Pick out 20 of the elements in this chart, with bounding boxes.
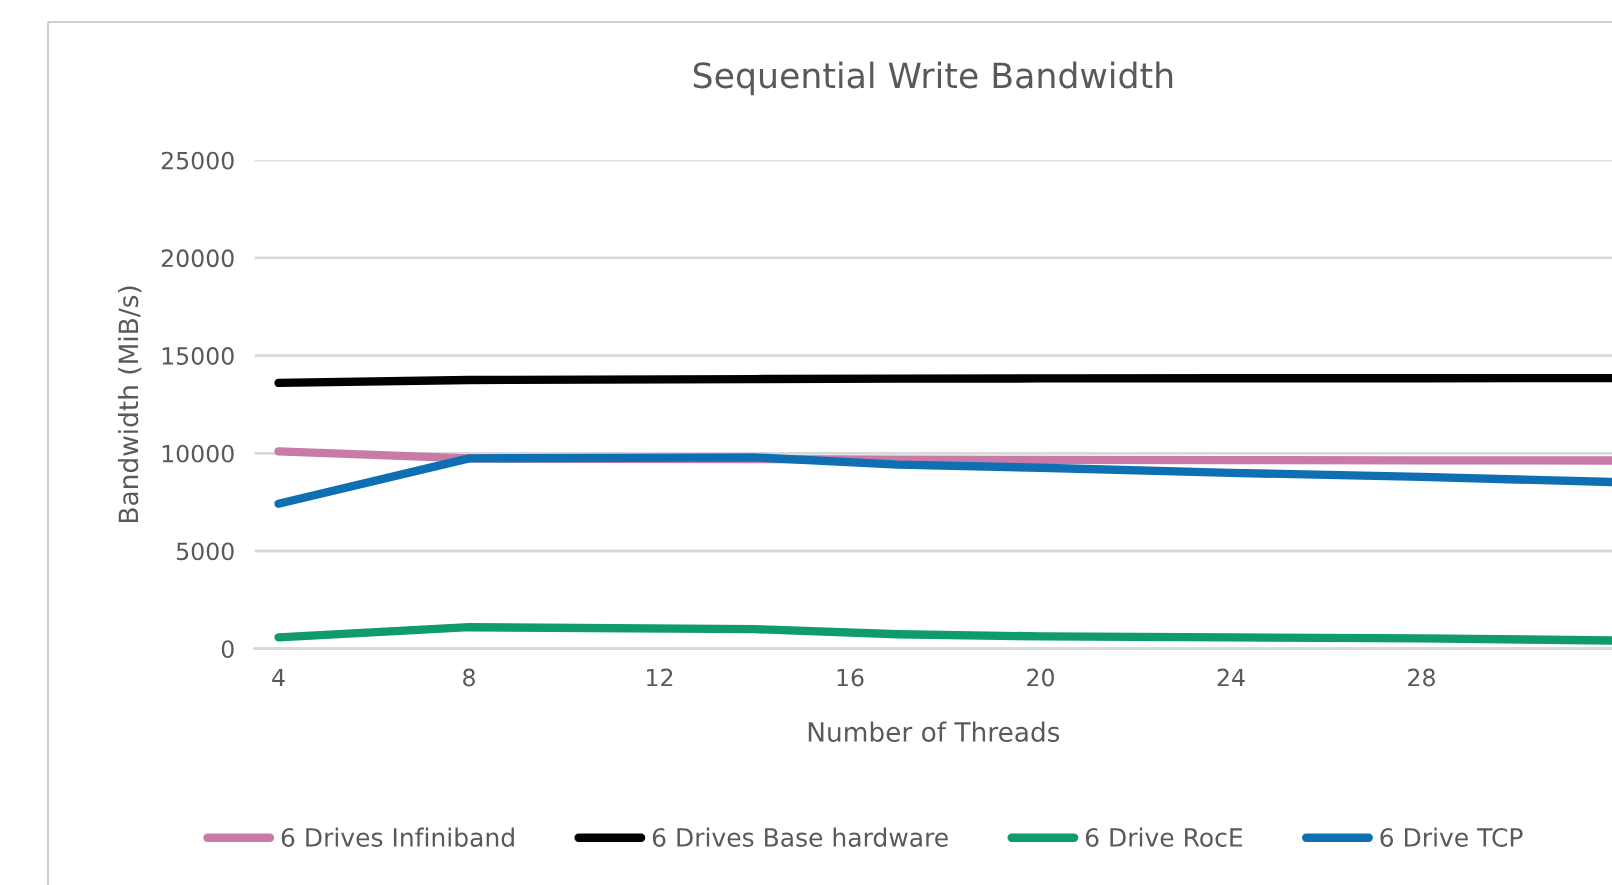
legend-label: 6 Drive TCP bbox=[1380, 827, 1523, 847]
chart-title: Sequential Write Bandwidth bbox=[693, 61, 1173, 96]
y-tick-label: 25000 bbox=[161, 151, 234, 170]
x-tick-label: 24 bbox=[1217, 668, 1245, 687]
x-tick-label: 12 bbox=[647, 668, 673, 687]
legend-label: 6 Drives Infiniband bbox=[281, 827, 514, 847]
y-tick-label: 20000 bbox=[161, 249, 234, 268]
y-axis-title: Bandwidth (MiB/s) bbox=[117, 286, 142, 523]
x-tick-label: 8 bbox=[463, 668, 475, 687]
y-tick-label: 15000 bbox=[162, 347, 234, 365]
x-tick-label: 20 bbox=[1027, 668, 1054, 687]
y-tick-label: 10000 bbox=[162, 444, 234, 463]
x-tick-label: 4 bbox=[272, 668, 285, 687]
y-tick-label: 5000 bbox=[176, 542, 234, 561]
x-axis-title: Number of Threads bbox=[808, 721, 1060, 742]
x-tick-label: 28 bbox=[1408, 668, 1435, 687]
legend-label: 6 Drives Base hardware bbox=[652, 827, 948, 847]
y-tick-label: 0 bbox=[221, 640, 234, 659]
legend-label: 6 Drive RocE bbox=[1085, 827, 1243, 847]
x-tick-label: 16 bbox=[837, 668, 864, 687]
